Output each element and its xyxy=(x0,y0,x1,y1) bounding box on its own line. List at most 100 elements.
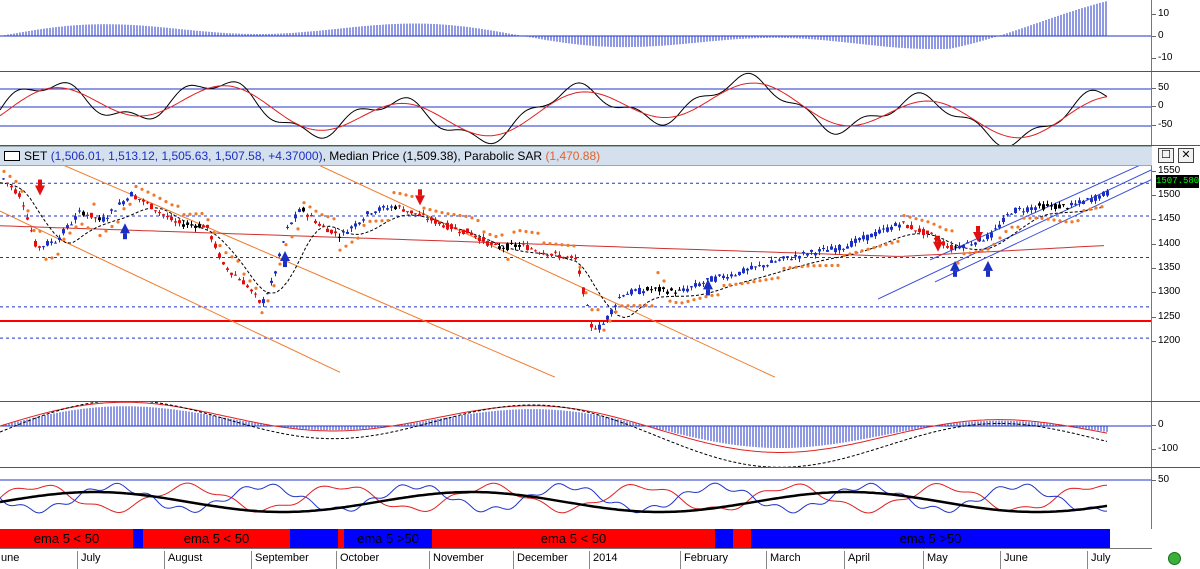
candle-body xyxy=(282,241,285,243)
candle-body xyxy=(134,195,137,200)
sar-dot xyxy=(878,244,882,248)
status-label: ema 5 < 50 xyxy=(33,531,100,546)
candle-body xyxy=(650,289,653,291)
sar-dot xyxy=(998,236,1002,240)
candle-body xyxy=(418,213,421,216)
candle-body xyxy=(158,212,161,214)
sar-dot xyxy=(566,243,570,247)
sar-dot xyxy=(542,241,546,245)
candle-body xyxy=(666,291,669,294)
candle-body xyxy=(250,289,253,292)
chart-title-bar[interactable]: SET (1,506.01, 1,513.12, 1,505.63, 1,507… xyxy=(0,146,1152,166)
candle-body xyxy=(558,254,561,259)
sar-dot xyxy=(848,252,852,256)
candle-body xyxy=(70,224,73,226)
date-label: September xyxy=(251,551,309,569)
candle-body xyxy=(526,245,529,251)
median-price-value: (1,509.38) xyxy=(402,149,458,163)
sar-dot xyxy=(488,232,492,237)
sar-dot xyxy=(926,220,930,224)
candle-body xyxy=(618,297,621,299)
candle-body xyxy=(1066,208,1069,210)
candle-body xyxy=(530,248,533,250)
candle-body xyxy=(602,323,605,325)
candle-body xyxy=(38,246,41,248)
sar-dot xyxy=(8,174,12,178)
candle-body xyxy=(606,315,609,320)
status-segment: ema 5 < 50 xyxy=(143,529,290,548)
candle-body xyxy=(690,286,693,288)
candle-body xyxy=(830,246,833,250)
sar-dot xyxy=(230,255,234,259)
candle-body xyxy=(514,244,517,247)
candle-body xyxy=(1054,204,1057,210)
candle-body xyxy=(246,285,249,288)
candle-body xyxy=(74,216,77,220)
sar-dot xyxy=(494,234,498,239)
close-button[interactable]: ✕ xyxy=(1178,148,1194,163)
price-tick: 1550 xyxy=(1151,165,1181,176)
candle-body xyxy=(1062,204,1065,206)
candle-body xyxy=(62,229,65,234)
candle-body xyxy=(234,274,237,276)
sar-dot xyxy=(602,328,606,332)
candle-body xyxy=(458,232,461,234)
sar-dot xyxy=(80,222,84,226)
candle-body xyxy=(954,246,957,248)
candle-body xyxy=(962,244,965,249)
candle-body xyxy=(806,253,809,256)
ohlc-values: (1,506.01, 1,513.12, 1,505.63, 1,507.58,… xyxy=(50,149,323,163)
signal-arrow-stem xyxy=(38,179,42,186)
candle-body xyxy=(842,248,845,250)
maximize-button[interactable]: ☐ xyxy=(1158,148,1174,163)
signal-arrow-stem xyxy=(976,225,980,232)
sar-dot xyxy=(278,262,282,266)
chart-type-icon xyxy=(4,151,20,161)
price-tick: 1200 xyxy=(1151,335,1181,346)
sar-dot xyxy=(590,308,594,312)
candle-body xyxy=(382,206,385,208)
status-corner xyxy=(1152,548,1200,569)
sar-value: (1,470.88) xyxy=(545,149,601,163)
candle-body xyxy=(654,287,657,289)
candle-body xyxy=(322,225,325,227)
candle-body xyxy=(554,251,557,253)
sar-dot xyxy=(974,250,978,254)
stoch-tick: 50 xyxy=(1151,82,1170,93)
sar-dot xyxy=(782,266,786,270)
date-label: March xyxy=(766,551,801,569)
candle-body xyxy=(770,260,773,263)
candle-body xyxy=(278,253,281,257)
candle-body xyxy=(10,186,13,188)
candle-body xyxy=(378,207,381,211)
sar-dot xyxy=(116,220,120,224)
candle-body xyxy=(950,244,953,250)
sar-dot xyxy=(194,212,198,216)
candle-body xyxy=(738,271,741,276)
candle-body xyxy=(594,328,597,330)
candle-body xyxy=(502,247,505,249)
oscillator-plot xyxy=(0,402,1152,467)
candle-body xyxy=(202,225,205,228)
candle-body xyxy=(750,265,753,270)
sar-dot xyxy=(302,201,306,205)
candle-body xyxy=(1026,207,1029,212)
sar-dot xyxy=(350,240,354,244)
candle-body xyxy=(774,261,777,263)
candle-body xyxy=(870,233,873,238)
sar-dot xyxy=(152,193,156,197)
candle-body xyxy=(478,237,481,241)
candle-body xyxy=(354,223,357,227)
sar-dot xyxy=(374,219,378,223)
candle-body xyxy=(790,259,793,261)
candle-body xyxy=(90,212,93,218)
sar-dot xyxy=(554,242,558,246)
sar-dot xyxy=(500,233,504,237)
price-tick: 1350 xyxy=(1151,262,1181,273)
status-segment: ema 5 < 50 xyxy=(432,529,715,548)
sar-dot xyxy=(716,293,720,297)
candle-body xyxy=(294,214,297,219)
candle-body xyxy=(734,275,737,277)
sar-dot xyxy=(362,223,366,227)
sar-dot xyxy=(644,303,648,308)
